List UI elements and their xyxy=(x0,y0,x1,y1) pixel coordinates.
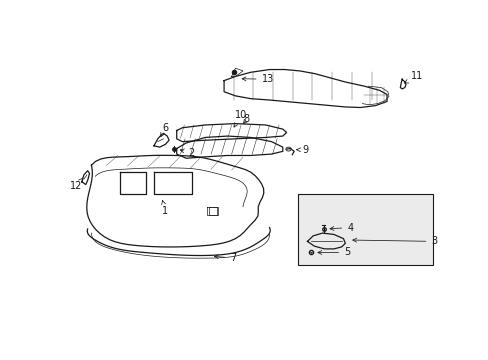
FancyBboxPatch shape xyxy=(297,194,432,265)
Text: 7: 7 xyxy=(214,253,236,263)
Text: 9: 9 xyxy=(296,145,308,155)
Text: 5: 5 xyxy=(317,247,350,257)
Text: 12: 12 xyxy=(70,178,82,191)
Text: 11: 11 xyxy=(404,72,423,83)
Text: 2: 2 xyxy=(180,148,195,158)
Text: 4: 4 xyxy=(329,222,353,233)
Text: 13: 13 xyxy=(242,74,273,84)
Text: 3: 3 xyxy=(352,237,437,246)
Text: 10: 10 xyxy=(234,110,247,127)
Text: 1: 1 xyxy=(162,200,168,216)
Text: 8: 8 xyxy=(243,114,249,125)
Text: 6: 6 xyxy=(161,123,168,137)
